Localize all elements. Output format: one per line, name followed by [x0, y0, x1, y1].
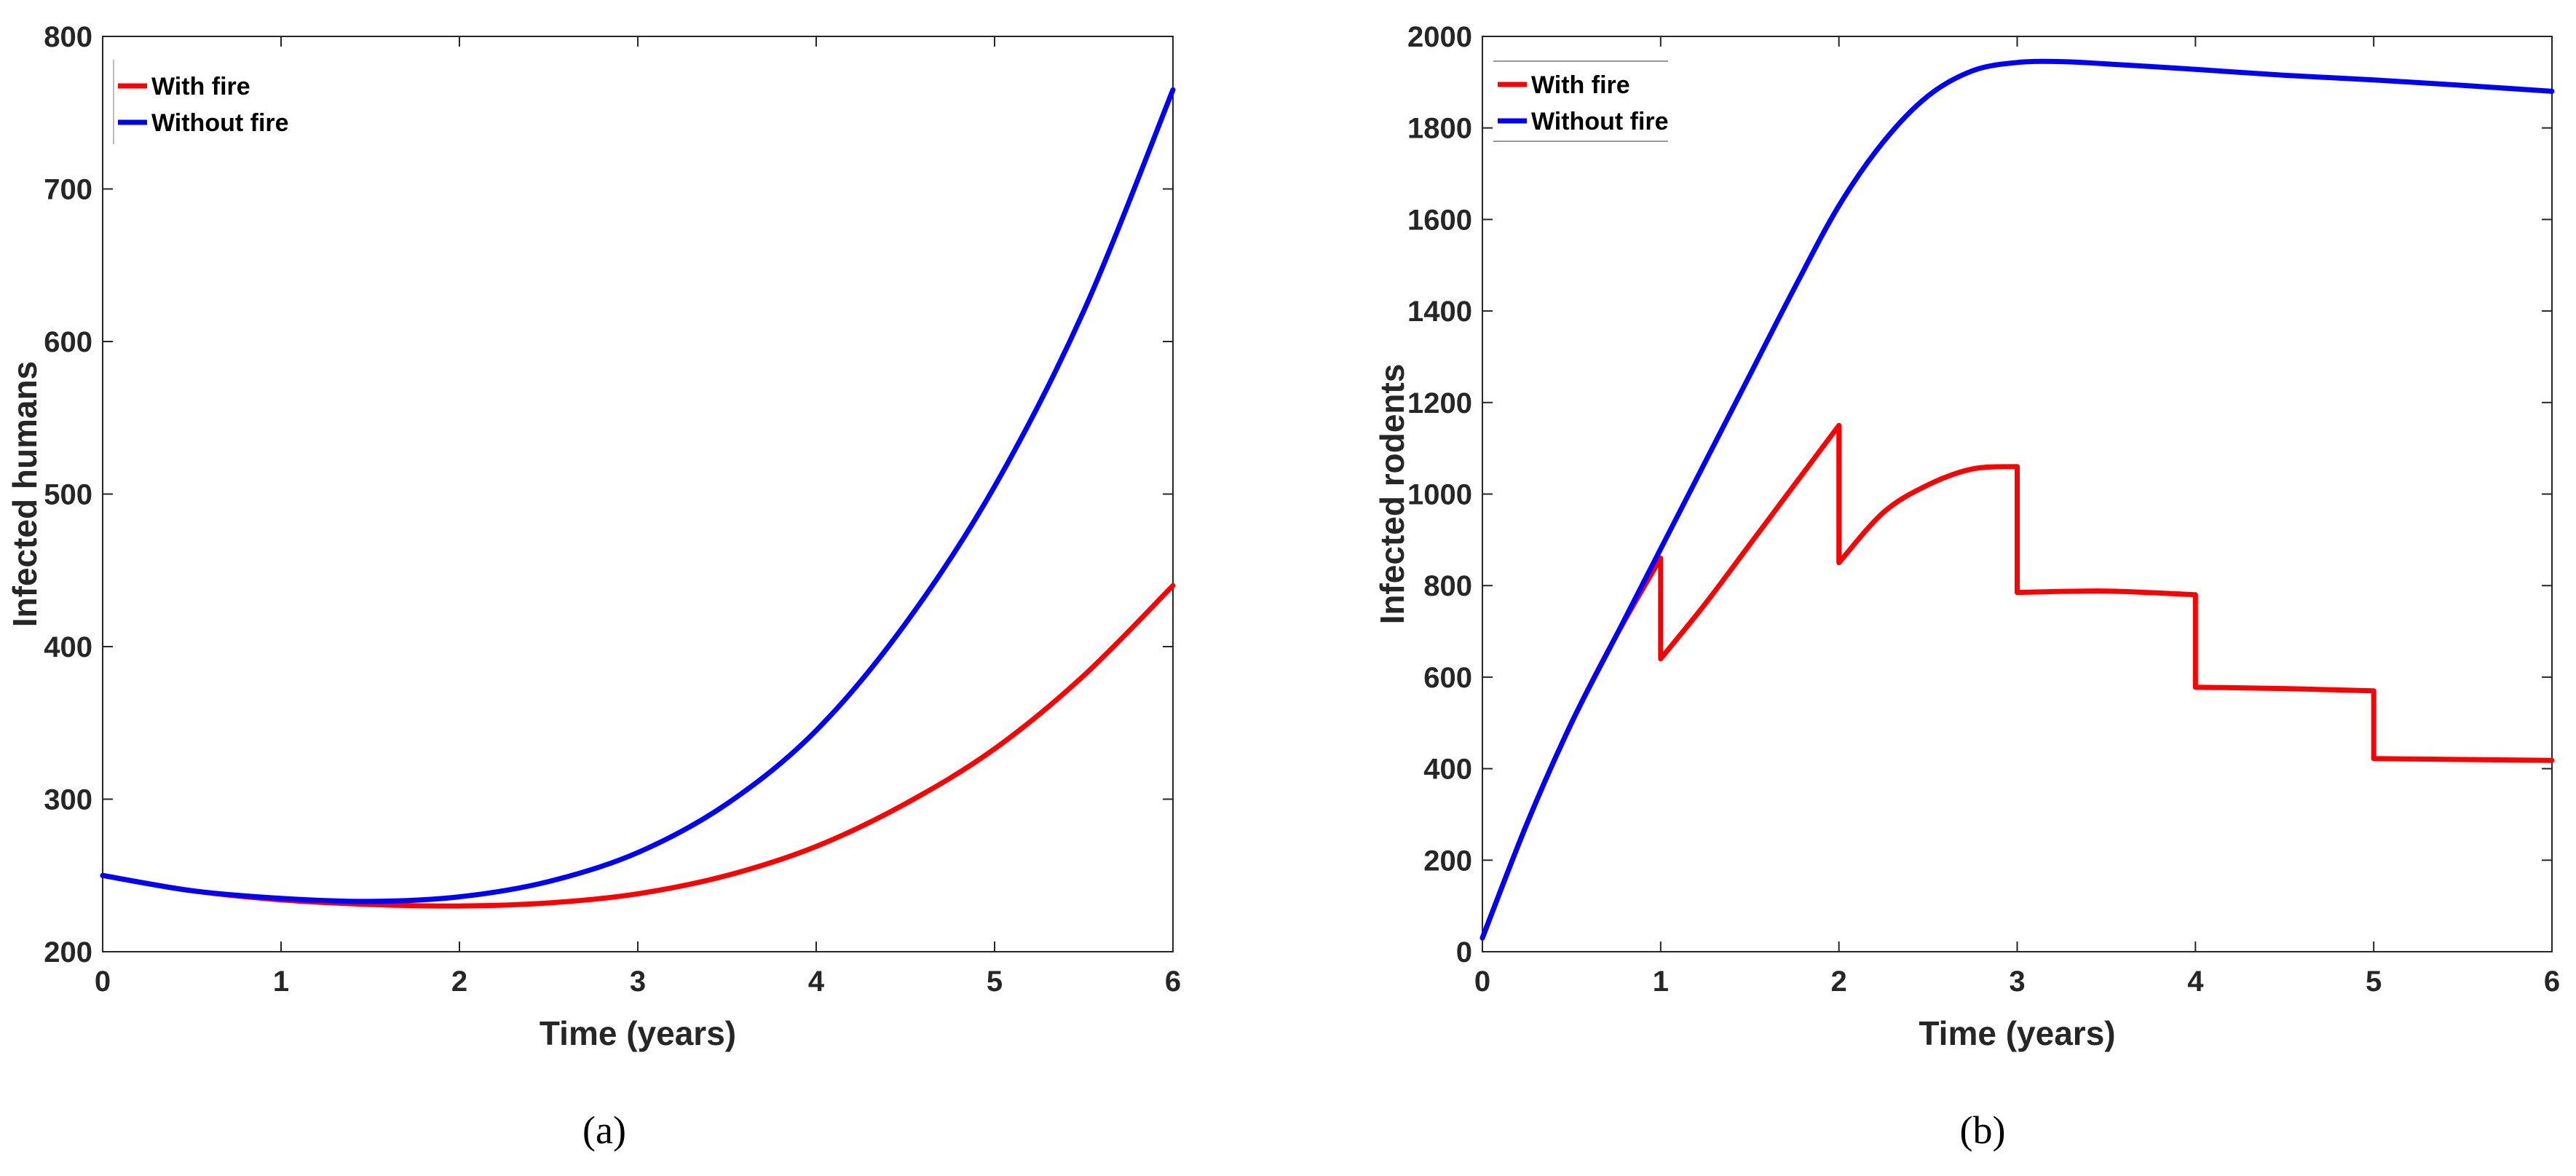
- panel-caption: (b): [1960, 1108, 2006, 1152]
- x-tick-label: 4: [808, 966, 825, 998]
- x-tick-label: 3: [630, 966, 646, 998]
- panel-caption: (a): [582, 1108, 626, 1152]
- x-tick-label: 3: [2009, 966, 2025, 998]
- y-tick-label: 1400: [1407, 296, 1472, 328]
- y-tick-label: 400: [1423, 754, 1472, 786]
- x-tick-label: 2: [1831, 966, 1847, 998]
- y-tick-label: 0: [1456, 936, 1472, 968]
- legend-label-without-fire: Without fire: [1531, 108, 1669, 135]
- series-line-without-fire: [1479, 58, 2555, 941]
- legend: With fire Without fire: [1493, 60, 1669, 142]
- x-tick-label: 2: [451, 966, 467, 998]
- y-tick-label: 200: [44, 936, 92, 968]
- chart-panel-b: 0 1 2 3 4 5 6 0 200 400 600 800 1000 1200 1400 1600 1800…: [1373, 21, 2560, 1152]
- y-tick-label: 700: [44, 174, 92, 206]
- y-tick-label: 800: [1423, 570, 1472, 602]
- x-tick-label: 0: [1474, 966, 1490, 998]
- legend: With fire Without fire: [113, 60, 289, 144]
- y-tick-label: 2000: [1407, 21, 1472, 53]
- plot-area: [102, 36, 1174, 952]
- x-tick-label: 5: [987, 966, 1003, 998]
- x-tick-label: 1: [273, 966, 289, 998]
- y-tick-label: 300: [44, 784, 92, 816]
- chart-panel-a: 0 1 2 3 4 5 6 200 300 400 500 600 700 800 Time (years)…: [6, 21, 1181, 1152]
- series-line-without-fire: [100, 87, 1176, 904]
- x-tick-label: 5: [2366, 966, 2382, 998]
- y-tick-label: 1800: [1407, 113, 1472, 145]
- y-tick-label: 600: [1423, 662, 1472, 694]
- y-tick-label: 400: [44, 631, 92, 663]
- legend-label-with-fire: With fire: [1531, 71, 1630, 99]
- x-tick-label: 6: [2544, 966, 2560, 998]
- y-tick-label: 1200: [1407, 387, 1472, 419]
- legend-label-without-fire: Without fire: [151, 109, 289, 137]
- y-tick-label: 800: [44, 21, 92, 53]
- y-tick-label: 1600: [1407, 204, 1472, 236]
- legend-label-with-fire: With fire: [151, 73, 250, 100]
- y-tick-label: 200: [1423, 845, 1472, 877]
- x-axis-label: Time (years): [540, 1014, 736, 1052]
- y-tick-label: 500: [44, 479, 92, 511]
- x-tick-label: 0: [95, 966, 111, 998]
- y-axis-label: Infected humans: [6, 361, 44, 628]
- y-tick-label: 1000: [1407, 479, 1472, 511]
- x-tick-label: 6: [1165, 966, 1181, 998]
- y-tick-label: 600: [44, 326, 92, 358]
- x-axis-label: Time (years): [1919, 1014, 2115, 1052]
- x-tick-label: 1: [1653, 966, 1669, 998]
- x-tick-label: 4: [2187, 966, 2204, 998]
- y-axis-label: Infected rodents: [1373, 364, 1411, 625]
